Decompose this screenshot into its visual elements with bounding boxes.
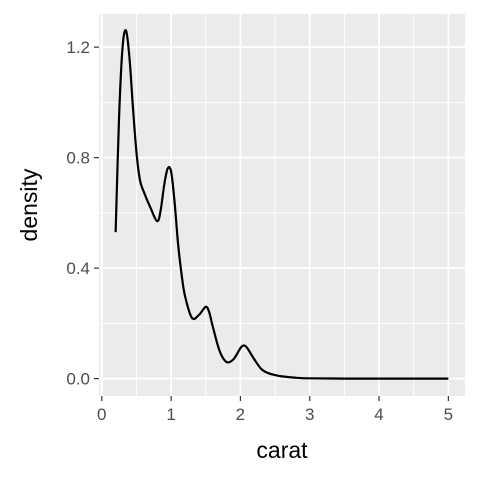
x-axis-title: carat <box>256 437 308 463</box>
y-tick-label: 0.4 <box>66 259 90 278</box>
series-layer <box>114 29 449 380</box>
axis-ticks <box>94 46 449 401</box>
major-gridlines <box>99 14 465 396</box>
x-tick-label: 0 <box>97 405 106 424</box>
y-tick-label: 1.2 <box>66 38 90 57</box>
y-tick-label: 0.0 <box>66 370 90 389</box>
y-axis-title: density <box>16 168 42 241</box>
y-tick-labels: 0.0 0.4 0.8 1.2 <box>66 38 90 388</box>
x-tick-label: 1 <box>166 405 175 424</box>
x-tick-label: 2 <box>236 405 245 424</box>
x-tick-labels: 0 1 2 3 4 5 <box>97 405 453 424</box>
x-tick-label: 5 <box>444 405 453 424</box>
y-tick-label: 0.8 <box>66 149 90 168</box>
x-tick-label: 4 <box>374 405 383 424</box>
plot-panel <box>99 14 465 396</box>
x-tick-label: 3 <box>305 405 314 424</box>
density-line <box>114 29 449 380</box>
